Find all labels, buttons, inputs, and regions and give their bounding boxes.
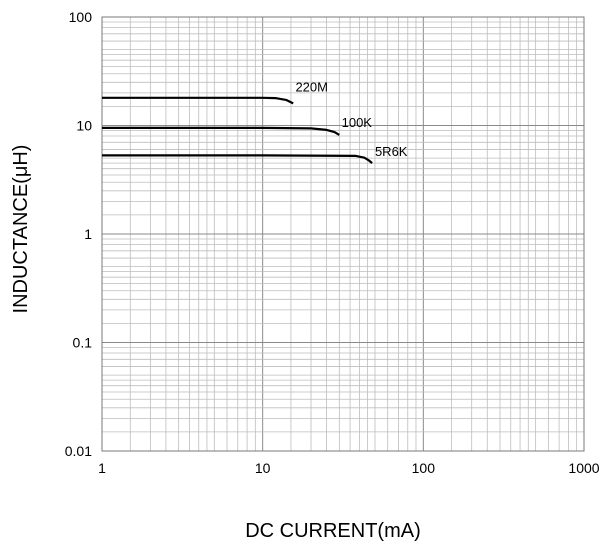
series-line-5r6k [102,154,373,164]
series-label-100k: 100K [342,115,373,130]
x-tick-label: 1 [98,460,106,476]
plot-frame [101,16,585,452]
y-axis-title: INDUCTANCE(μH) [10,145,32,314]
y-axis-ticks: 0.01 0.1 1 10 100 [65,9,92,459]
x-tick-label: 1000 [568,460,599,476]
y-tick-label: 0.01 [65,443,92,459]
chart-grid [101,17,584,452]
x-axis-ticks: 1 10 100 1000 [98,460,600,476]
y-tick-label: 1 [84,226,92,242]
x-axis-title: DC CURRENT(mA) [245,520,421,542]
series-line-100k [102,126,340,136]
series-label-220m: 220M [295,80,328,95]
y-tick-label: 10 [76,118,92,134]
x-tick-label: 100 [412,460,436,476]
x-tick-label: 10 [255,460,271,476]
y-tick-label: 100 [69,9,93,25]
series-label-5r6k: 5R6K [375,144,408,159]
y-tick-label: 0.1 [73,335,93,351]
series-line-220m [102,96,294,105]
